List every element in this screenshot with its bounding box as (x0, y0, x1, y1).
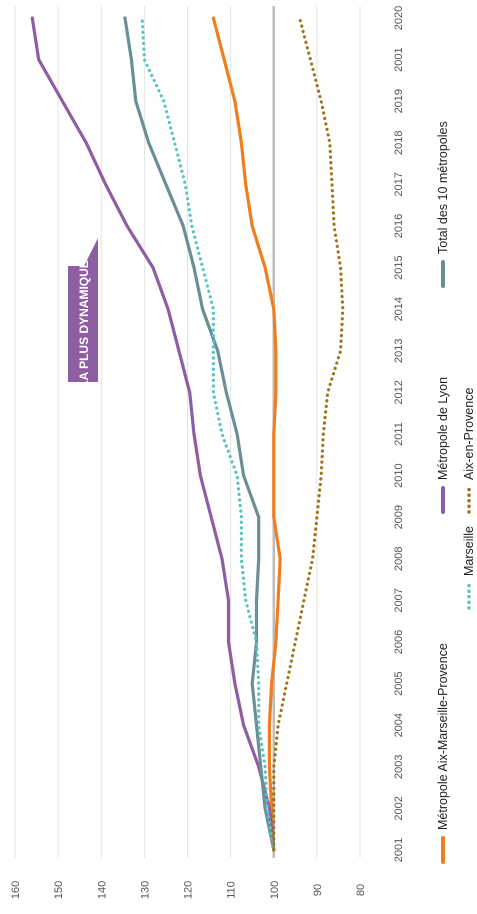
year-tick-label: 2016 (393, 214, 405, 238)
year-tick-label: 2001 (393, 47, 405, 71)
value-tick-label: 120 (183, 881, 195, 899)
legend-item-aix-en-provence: Aix-en-Provence (462, 388, 476, 514)
legend-label: Total des 10 métropoles (436, 121, 450, 254)
value-tick-label: 160 (10, 881, 22, 899)
series-lines (30, 16, 345, 852)
year-tick-label: 2015 (393, 255, 405, 279)
series-line-3 (140, 16, 276, 852)
legend-item-lyon: Métropole de Lyon (436, 377, 450, 514)
value-tick-label: 130 (139, 881, 151, 899)
legend-item-aix-marseille: Métropole Aix-Marseille-Provence (436, 643, 450, 864)
legend-label: Aix-en-Provence (462, 388, 476, 480)
legend-label: Métropole Aix-Marseille-Provence (436, 643, 450, 830)
axis-labels: 80 90 100 110 120 130 140 150 160 2001 2002 2003 200… (10, 6, 405, 899)
value-tick-label: 90 (312, 884, 324, 896)
series-line-0 (211, 16, 282, 852)
year-tick-label: 2008 (393, 547, 405, 571)
annotation-pointer (84, 238, 98, 266)
series-line-4 (272, 16, 345, 852)
legend: Métropole Aix-Marseille-Provence Métropo… (436, 121, 476, 864)
series-line-1 (30, 16, 276, 852)
year-tick-label: 2020 (393, 6, 405, 30)
year-tick-label: 2019 (393, 89, 405, 113)
legend-label: Métropole de Lyon (436, 377, 450, 480)
legend-item-marseille: Marseille (462, 526, 476, 610)
year-tick-label: 2017 (393, 172, 405, 196)
annotation-text: LA PLUS DYNAMIQUE (77, 260, 91, 388)
gridlines (14, 6, 361, 858)
series-line-2 (123, 16, 276, 852)
year-tick-label: 2009 (393, 505, 405, 529)
year-tick-label: 2014 (393, 297, 405, 321)
year-tick-label: 2011 (393, 422, 405, 446)
value-tick-label: 110 (226, 881, 238, 899)
year-tick-label: 2010 (393, 463, 405, 487)
annotation-box (68, 266, 98, 382)
year-tick-label: 2013 (393, 339, 405, 363)
year-tick-label: 2003 (393, 755, 405, 779)
legend-label: Marseille (462, 526, 476, 576)
year-tick-label: 2006 (393, 630, 405, 654)
value-tick-label: 80 (355, 884, 367, 896)
year-tick-label: 2018 (393, 131, 405, 155)
value-tick-label: 100 (269, 881, 281, 899)
legend-item-total: Total des 10 métropoles (436, 121, 450, 288)
year-tick-label: 2004 (393, 713, 405, 737)
year-tick-label: 2005 (393, 671, 405, 695)
year-tick-label: 2002 (393, 796, 405, 820)
value-tick-label: 150 (53, 881, 65, 899)
year-tick-label: 2001 (393, 838, 405, 862)
year-tick-label: 2007 (393, 588, 405, 612)
value-tick-label: 140 (96, 881, 108, 899)
year-tick-label: 2012 (393, 380, 405, 404)
annotation-callout: LA PLUS DYNAMIQUE (68, 238, 98, 388)
